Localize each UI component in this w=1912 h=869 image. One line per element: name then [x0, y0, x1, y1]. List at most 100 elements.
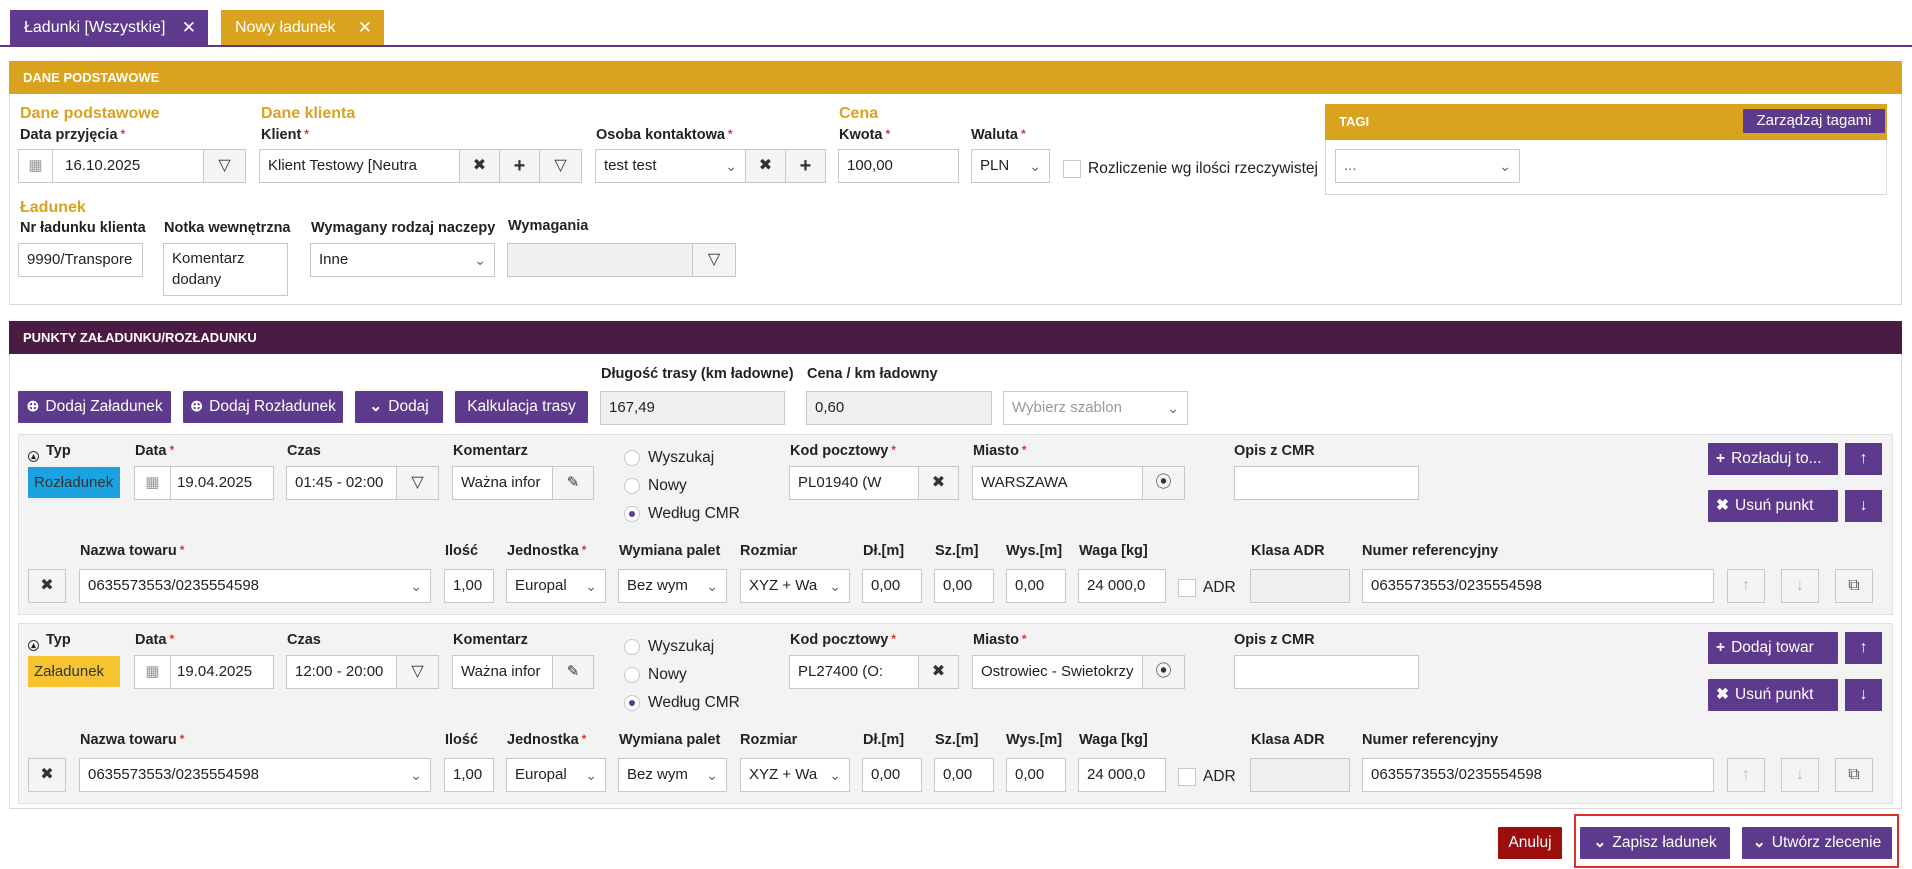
client-no-field[interactable]: 9990/Transpore	[18, 243, 143, 277]
arrow-down-icon[interactable]: ↓	[1845, 679, 1882, 711]
weight-field[interactable]: 24 000,0	[1078, 569, 1166, 603]
collapse-icon[interactable]: ▴	[28, 640, 39, 651]
route-calc-button[interactable]: Kalkulacja trasy	[455, 391, 588, 423]
adr-class-field[interactable]	[1250, 758, 1350, 792]
goods-name-select[interactable]: 0635573553/0235554598 ⌄	[79, 569, 431, 603]
compass-icon[interactable]: ⦿	[1142, 466, 1185, 500]
close-icon[interactable]: ✕	[357, 18, 372, 37]
goods-name-select[interactable]: 0635573553/0235554598 ⌄	[79, 758, 431, 792]
settle-checkbox[interactable]	[1063, 160, 1081, 178]
requirements-field[interactable]	[507, 243, 693, 277]
contact-select[interactable]: test test ⌄	[595, 149, 746, 183]
contact-add-button[interactable]: +	[785, 149, 826, 183]
len-field[interactable]: 0,00	[862, 758, 922, 792]
tags-select[interactable]: ... ⌄	[1335, 149, 1520, 183]
compass-icon[interactable]: ⦿	[1142, 655, 1185, 689]
collapse-icon[interactable]: ▴	[28, 451, 39, 462]
amount-field[interactable]: 100,00	[838, 149, 959, 183]
tab-all-loads[interactable]: Ładunki [Wszystkie] ✕	[10, 10, 208, 45]
point-date-field[interactable]: ▦ 19.04.2025	[134, 655, 274, 689]
arrow-up-icon[interactable]: ↑	[1845, 632, 1882, 664]
client-field[interactable]: Klient Testowy [Neutra	[259, 149, 460, 183]
arrow-down-icon[interactable]: ↓	[1781, 758, 1819, 792]
radio-search[interactable]	[624, 639, 640, 655]
edit-icon[interactable]: ✎	[552, 466, 594, 500]
size-select[interactable]: XYZ + Wa ⌄	[740, 758, 850, 792]
date-filter-button[interactable]: ▽	[203, 149, 246, 183]
save-load-button[interactable]: ⌄ Zapisz ładunek	[1580, 827, 1730, 859]
arrow-down-icon[interactable]: ↓	[1845, 490, 1882, 522]
contact-clear-button[interactable]: ✖	[745, 149, 786, 183]
create-order-button[interactable]: ⌄ Utwórz zlecenie	[1742, 827, 1892, 859]
time-filter-button[interactable]: ▽	[396, 466, 439, 500]
city-field[interactable]: Ostrowiec - Swietokrzy	[972, 655, 1143, 689]
cmr-desc-field[interactable]	[1234, 466, 1419, 500]
postal-field[interactable]: PL01940 (W	[789, 466, 919, 500]
arrow-up-icon[interactable]: ↑	[1727, 569, 1765, 603]
remove-point-button[interactable]: ✖ Usuń punkt	[1708, 490, 1838, 522]
add-unload-button[interactable]: ⊕ Dodaj Rozładunek	[183, 391, 343, 423]
comment-label: Komentarz	[453, 632, 528, 648]
arrow-up-icon[interactable]: ↑	[1727, 758, 1765, 792]
arrow-down-icon[interactable]: ↓	[1781, 569, 1819, 603]
weight-field[interactable]: 24 000,0	[1078, 758, 1166, 792]
comment-field[interactable]: Ważna infor	[452, 466, 553, 500]
tab-new-load[interactable]: Nowy ładunek ✕	[221, 10, 384, 45]
postal-clear-button[interactable]: ✖	[918, 655, 959, 689]
unload-to-button[interactable]: + Rozładuj to...	[1708, 443, 1838, 475]
adr-checkbox[interactable]	[1178, 768, 1196, 786]
adr-class-field[interactable]	[1250, 569, 1350, 603]
hei-field[interactable]: 0,00	[1006, 758, 1066, 792]
edit-icon[interactable]: ✎	[552, 655, 594, 689]
postal-field[interactable]: PL27400 (O:	[789, 655, 919, 689]
radio-cmr[interactable]	[624, 506, 640, 522]
adr-checkbox[interactable]	[1178, 579, 1196, 597]
client-add-button[interactable]: +	[499, 149, 540, 183]
add-load-button[interactable]: ⊕ Dodaj Załadunek	[18, 391, 171, 423]
wid-field[interactable]: 0,00	[934, 569, 994, 603]
template-select[interactable]: Wybierz szablon ⌄	[1003, 391, 1188, 425]
copy-icon[interactable]: ⧉	[1835, 758, 1873, 792]
postal-clear-button[interactable]: ✖	[918, 466, 959, 500]
time-field[interactable]: 12:00 - 20:00	[286, 655, 397, 689]
remove-goods-button[interactable]: ✖	[28, 569, 66, 603]
ref-field[interactable]: 0635573553/0235554598	[1362, 758, 1714, 792]
unit-select[interactable]: Europal ⌄	[506, 758, 606, 792]
size-select[interactable]: XYZ + Wa ⌄	[740, 569, 850, 603]
comment-field[interactable]: Ważna infor	[452, 655, 553, 689]
time-filter-button[interactable]: ▽	[396, 655, 439, 689]
radio-search[interactable]	[624, 450, 640, 466]
radio-new[interactable]	[624, 478, 640, 494]
cancel-button[interactable]: Anuluj	[1498, 827, 1562, 859]
requirements-filter-button[interactable]: ▽	[692, 243, 736, 277]
client-clear-button[interactable]: ✖	[459, 149, 500, 183]
client-filter-button[interactable]: ▽	[539, 149, 582, 183]
ref-field[interactable]: 0635573553/0235554598	[1362, 569, 1714, 603]
date-field[interactable]: ▦ 16.10.2025	[18, 149, 204, 183]
currency-select[interactable]: PLN ⌄	[971, 149, 1050, 183]
radio-new[interactable]	[624, 667, 640, 683]
manage-tags-button[interactable]: Zarządzaj tagami	[1743, 109, 1885, 133]
copy-icon[interactable]: ⧉	[1835, 569, 1873, 603]
remove-goods-button[interactable]: ✖	[28, 758, 66, 792]
trailer-select[interactable]: Inne ⌄	[310, 243, 495, 277]
remove-point-button[interactable]: ✖ Usuń punkt	[1708, 679, 1838, 711]
qty-field[interactable]: 1,00	[444, 758, 494, 792]
hei-field[interactable]: 0,00	[1006, 569, 1066, 603]
add-button[interactable]: ⌄ Dodaj	[355, 391, 443, 423]
radio-cmr[interactable]	[624, 695, 640, 711]
wid-field[interactable]: 0,00	[934, 758, 994, 792]
pallet-select[interactable]: Bez wym ⌄	[618, 569, 727, 603]
qty-field[interactable]: 1,00	[444, 569, 494, 603]
city-field[interactable]: WARSZAWA	[972, 466, 1143, 500]
close-icon[interactable]: ✕	[181, 18, 196, 37]
time-field[interactable]: 01:45 - 02:00	[286, 466, 397, 500]
cmr-desc-field[interactable]	[1234, 655, 1419, 689]
len-field[interactable]: 0,00	[862, 569, 922, 603]
unit-select[interactable]: Europal ⌄	[506, 569, 606, 603]
add-goods-button[interactable]: + Dodaj towar	[1708, 632, 1838, 664]
arrow-up-icon[interactable]: ↑	[1845, 443, 1882, 475]
point-date-field[interactable]: ▦ 19.04.2025	[134, 466, 274, 500]
pallet-select[interactable]: Bez wym ⌄	[618, 758, 727, 792]
note-field[interactable]: Komentarz dodany	[163, 243, 288, 296]
